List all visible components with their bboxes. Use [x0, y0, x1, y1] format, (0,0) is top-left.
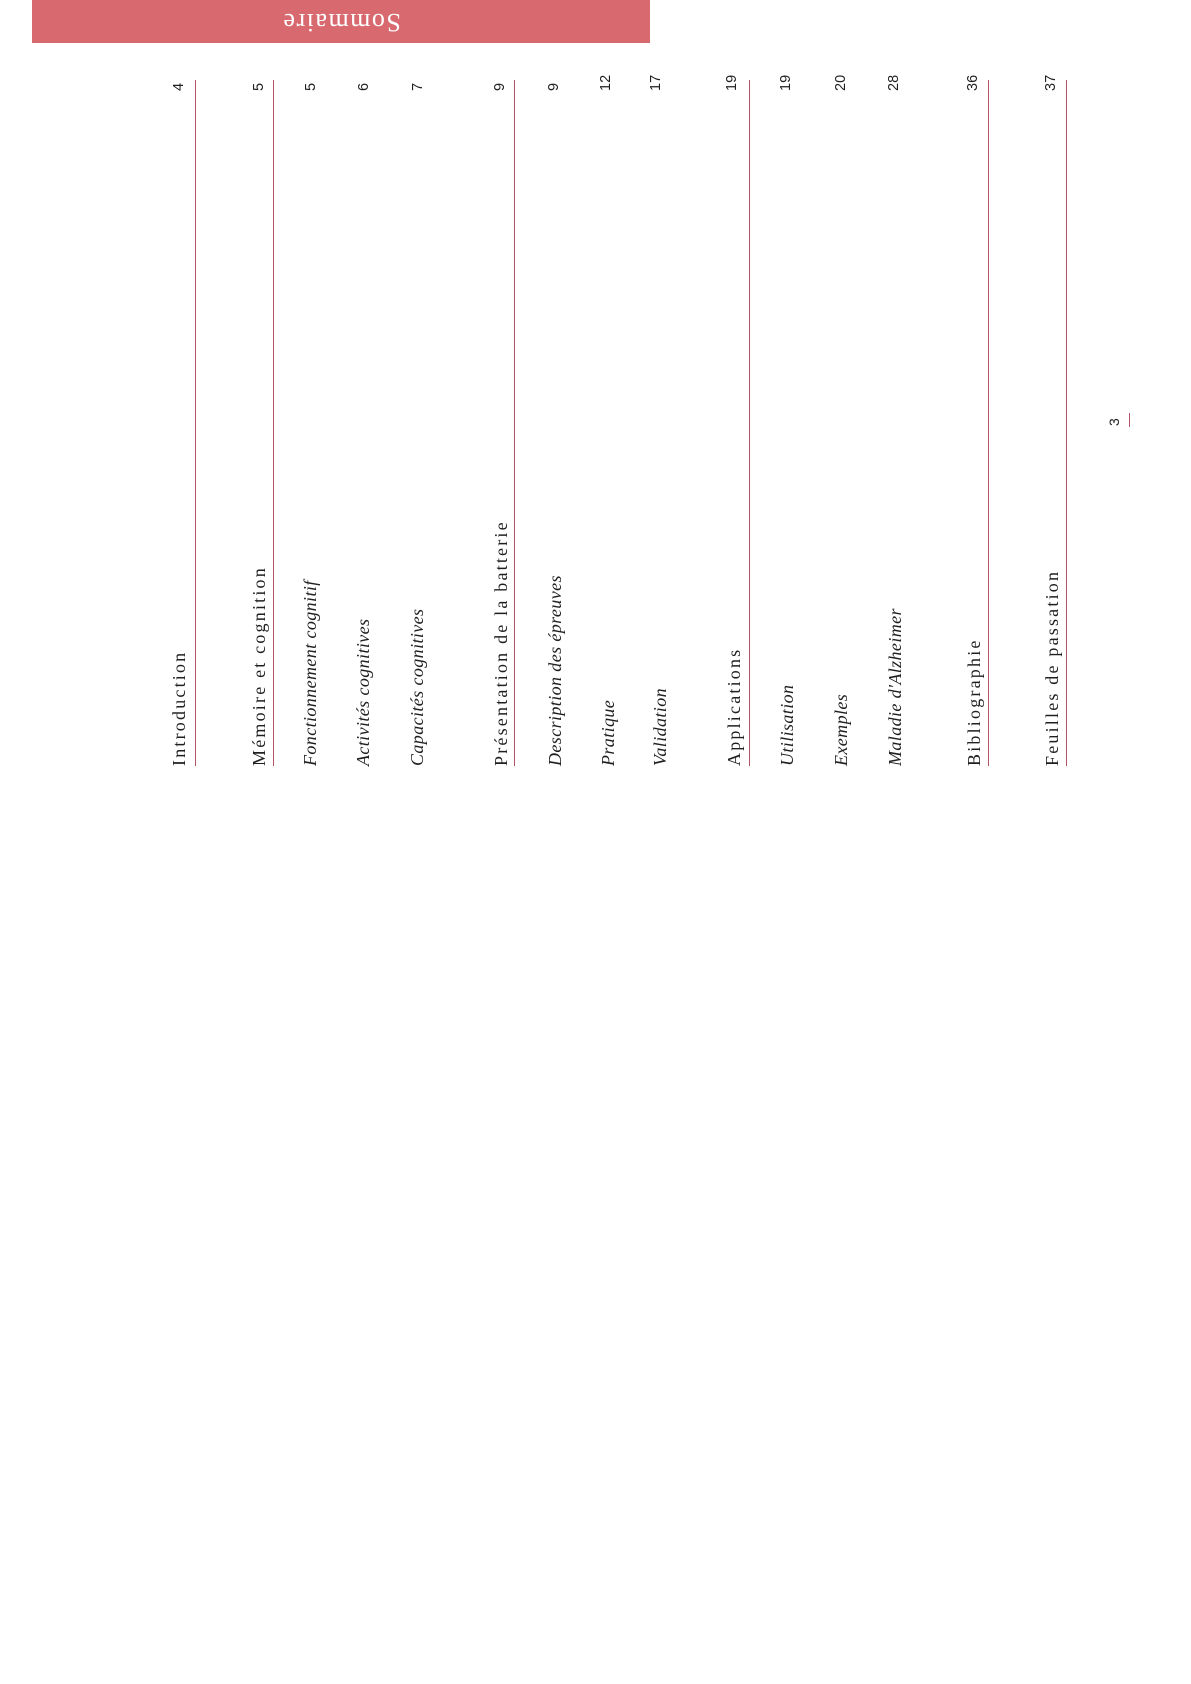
toc-entry-description-epreuves: Description des épreuves	[545, 575, 565, 766]
toc-page-number: 19	[724, 74, 740, 91]
toc-entry-bibliographie: Bibliographie	[964, 638, 984, 766]
toc-page-number: 28	[886, 74, 902, 91]
toc-page-number: 9	[546, 82, 562, 91]
toc-entry-feuilles-de-passation: Feuilles de passation	[1042, 569, 1062, 766]
toc-page-number: 19	[778, 74, 794, 91]
toc-page-number: 17	[648, 74, 664, 91]
toc-page-number: 5	[303, 82, 319, 91]
toc-page-number: 36	[965, 74, 981, 91]
toc-entry-presentation-batterie: Présentation de la batterie	[491, 520, 511, 766]
toc-entry-capacites-cognitives: Capacités cognitives	[407, 608, 427, 766]
toc-leader-rule	[514, 80, 516, 766]
toc-leader-rule	[988, 80, 990, 766]
toc-leader-rule	[749, 80, 751, 766]
folio-rule	[1129, 413, 1131, 427]
sommaire-banner: Sommaire	[32, 0, 650, 43]
toc-page-number: 6	[356, 82, 372, 91]
toc-page-number: 9	[492, 82, 508, 91]
toc-entry-introduction: Introduction	[169, 650, 189, 766]
toc-entry-utilisation: Utilisation	[777, 684, 797, 766]
toc-leader-rule	[195, 80, 197, 766]
page-title: Sommaire	[281, 7, 401, 37]
toc-entry-validation: Validation	[650, 687, 670, 766]
toc-entry-fonctionnement-cognitif: Fonctionnement cognitif	[300, 580, 320, 766]
toc-entry-applications: Applications	[724, 647, 744, 766]
toc-page-number: 4	[171, 82, 187, 91]
toc-leader-rule	[1066, 80, 1068, 766]
toc-entry-exemples: Exemples	[831, 693, 851, 766]
toc-entry-activites-cognitives: Activités cognitives	[353, 618, 373, 766]
toc-page-number: 7	[410, 82, 426, 91]
toc-entry-pratique: Pratique	[598, 699, 618, 766]
toc-page-number: 20	[833, 74, 849, 91]
toc-entry-memoire-et-cognition: Mémoire et cognition	[249, 566, 269, 766]
toc-entry-maladie-alzheimer: Maladie d'Alzheimer	[885, 608, 905, 766]
toc-page-number: 5	[251, 82, 267, 91]
toc-page-number: 12	[598, 74, 614, 91]
toc-leader-rule	[273, 80, 275, 766]
toc-page-number: 37	[1043, 74, 1059, 91]
folio-page-number: 3	[1106, 418, 1122, 426]
